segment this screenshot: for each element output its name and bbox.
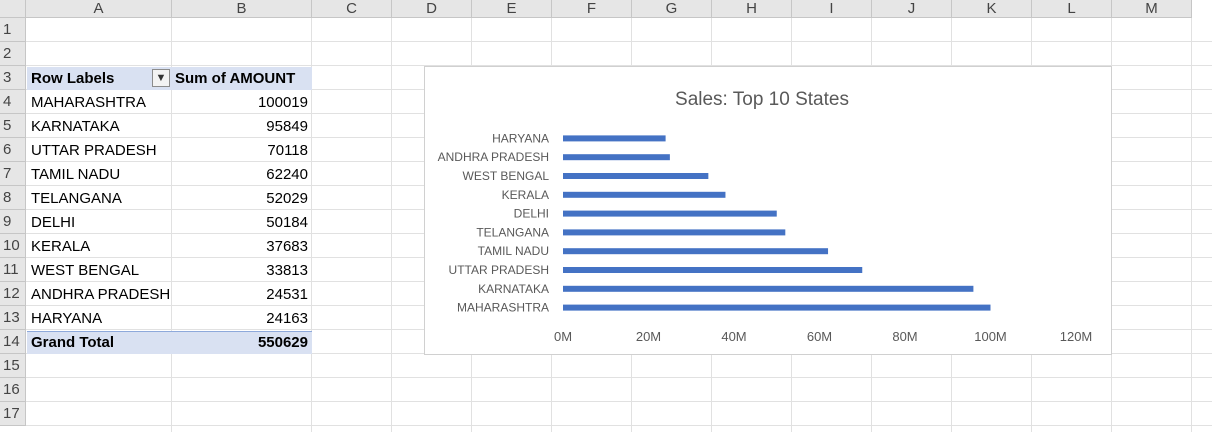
pivot-row-label[interactable]: HARYANA bbox=[31, 310, 103, 327]
row-header-7[interactable]: 7 bbox=[0, 162, 26, 186]
column-header-j[interactable]: J bbox=[872, 0, 952, 18]
category-label: DELHI bbox=[514, 207, 549, 221]
x-tick-label: 60M bbox=[807, 329, 832, 344]
pivot-row-value[interactable]: 100019 bbox=[257, 94, 308, 111]
column-gridline bbox=[311, 18, 312, 432]
row-header-10[interactable]: 10 bbox=[0, 234, 26, 258]
column-gridline bbox=[1191, 18, 1192, 432]
category-label: WEST BENGAL bbox=[463, 169, 550, 183]
bar bbox=[563, 304, 991, 311]
row-header-2[interactable]: 2 bbox=[0, 42, 26, 66]
grand-total-label[interactable]: Grand Total bbox=[31, 334, 115, 351]
row-header-8[interactable]: 8 bbox=[0, 186, 26, 210]
row-header-5[interactable]: 5 bbox=[0, 114, 26, 138]
column-gridline bbox=[391, 18, 392, 432]
row-gridline bbox=[26, 41, 1212, 42]
pivot-row-value[interactable]: 70118 bbox=[267, 142, 308, 159]
category-label: KARNATAKA bbox=[478, 282, 549, 296]
pivot-row-value[interactable]: 37683 bbox=[266, 238, 308, 255]
column-header-e[interactable]: E bbox=[472, 0, 552, 18]
row-gridline bbox=[26, 401, 1212, 402]
row-header-15[interactable]: 15 bbox=[0, 354, 26, 378]
row-gridline bbox=[26, 65, 1212, 66]
column-header-b[interactable]: B bbox=[172, 0, 312, 18]
category-label: ANDHRA PRADESH bbox=[438, 150, 549, 164]
x-tick-label: 80M bbox=[892, 329, 917, 344]
chart-canvas: Sales: Top 10 States MAHARASHTRA KARNATAKA… bbox=[438, 89, 1093, 344]
bar bbox=[563, 267, 863, 273]
column-header-k[interactable]: K bbox=[952, 0, 1032, 18]
bar bbox=[563, 135, 666, 142]
category-label: KERALA bbox=[502, 188, 549, 202]
pivot-total-band bbox=[27, 331, 312, 354]
pivot-row-value[interactable]: 62240 bbox=[266, 166, 308, 183]
pivot-row-value[interactable]: 24163 bbox=[266, 310, 308, 327]
pivot-row-value[interactable]: 52029 bbox=[266, 190, 308, 207]
pivot-row-value[interactable]: 33813 bbox=[266, 262, 308, 279]
row-gridline bbox=[26, 425, 1212, 426]
pivot-row-label[interactable]: ANDHRA PRADESH bbox=[31, 286, 171, 303]
row-header-4[interactable]: 4 bbox=[0, 90, 26, 114]
column-header-m[interactable]: M bbox=[1112, 0, 1192, 18]
row-header-6[interactable]: 6 bbox=[0, 138, 26, 162]
column-header-h[interactable]: H bbox=[712, 0, 792, 18]
bar bbox=[563, 173, 709, 179]
row-gridline bbox=[26, 377, 1212, 378]
column-header-l[interactable]: L bbox=[1032, 0, 1112, 18]
row-header-14[interactable]: 14 bbox=[0, 330, 26, 354]
x-tick-label: 20M bbox=[636, 329, 661, 344]
bar bbox=[563, 154, 670, 161]
chart-title: Sales: Top 10 States bbox=[675, 89, 849, 110]
pivot-row-label[interactable]: MAHARASHTRA bbox=[31, 94, 147, 111]
pivot-row-value[interactable]: 95849 bbox=[266, 118, 308, 135]
bar bbox=[563, 191, 726, 198]
column-header-a[interactable]: A bbox=[26, 0, 172, 18]
bar-chart[interactable]: Sales: Top 10 States MAHARASHTRA KARNATAKA… bbox=[424, 66, 1112, 355]
row-header-12[interactable]: 12 bbox=[0, 282, 26, 306]
pivot-row-value[interactable]: 50184 bbox=[266, 214, 308, 231]
pivot-sum-header[interactable]: Sum of AMOUNT bbox=[175, 70, 296, 87]
bar bbox=[563, 229, 786, 236]
pivot-row-labels-header[interactable]: Row Labels bbox=[31, 70, 115, 87]
pivot-row-value[interactable]: 24531 bbox=[266, 286, 308, 303]
pivot-row-label[interactable]: KERALA bbox=[31, 238, 91, 255]
category-label: TAMIL NADU bbox=[478, 244, 549, 258]
row-header-3[interactable]: 3 bbox=[0, 66, 26, 90]
column-gridline bbox=[171, 18, 172, 432]
filter-dropdown-icon[interactable]: ▼ bbox=[152, 69, 170, 87]
category-label: MAHARASHTRA bbox=[457, 301, 549, 315]
category-label: HARYANA bbox=[492, 131, 549, 145]
grand-total-value[interactable]: 550629 bbox=[257, 334, 308, 351]
column-header-f[interactable]: F bbox=[552, 0, 632, 18]
category-label: TELANGANA bbox=[476, 225, 549, 239]
column-header-c[interactable]: C bbox=[312, 0, 392, 18]
pivot-row-label[interactable]: UTTAR PRADESH bbox=[31, 142, 157, 159]
row-header-11[interactable]: 11 bbox=[0, 258, 26, 282]
pivot-row-label[interactable]: KARNATAKA bbox=[31, 118, 120, 135]
pivot-row-label[interactable]: DELHI bbox=[31, 214, 76, 231]
row-header-17[interactable]: 17 bbox=[0, 402, 26, 426]
row-header-16[interactable]: 16 bbox=[0, 378, 26, 402]
bar bbox=[563, 210, 777, 217]
row-header-13[interactable]: 13 bbox=[0, 306, 26, 330]
pivot-row-label[interactable]: WEST BENGAL bbox=[31, 262, 140, 279]
column-header-i[interactable]: I bbox=[792, 0, 872, 18]
x-tick-label: 120M bbox=[1060, 329, 1093, 344]
bar bbox=[563, 285, 974, 292]
row-header-1[interactable]: 1 bbox=[0, 18, 26, 42]
column-header-d[interactable]: D bbox=[392, 0, 472, 18]
pivot-row-label[interactable]: TELANGANA bbox=[31, 190, 122, 207]
x-tick-label: 40M bbox=[721, 329, 746, 344]
pivot-row-label[interactable]: TAMIL NADU bbox=[31, 166, 121, 183]
category-label: UTTAR PRADESH bbox=[449, 263, 549, 277]
bar bbox=[563, 248, 829, 255]
x-tick-label: 0M bbox=[554, 329, 572, 344]
column-header-g[interactable]: G bbox=[632, 0, 712, 18]
row-header-9[interactable]: 9 bbox=[0, 210, 26, 234]
x-tick-label: 100M bbox=[974, 329, 1007, 344]
select-all-corner[interactable] bbox=[0, 0, 26, 18]
